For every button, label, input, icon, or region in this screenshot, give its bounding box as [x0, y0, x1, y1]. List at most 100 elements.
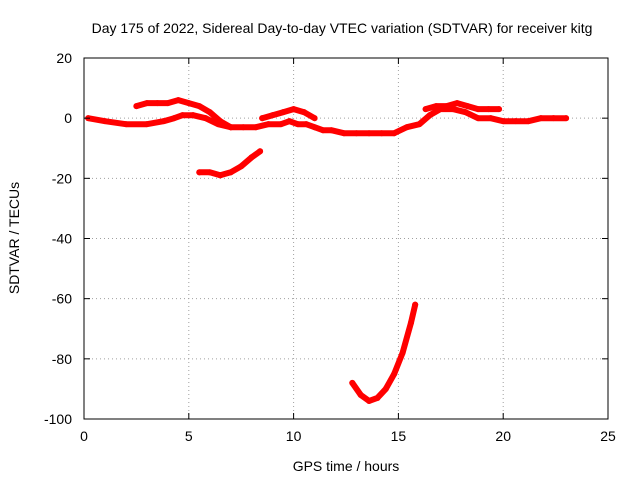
- data-point: [227, 124, 234, 131]
- data-point: [475, 106, 482, 113]
- data-point: [454, 100, 461, 107]
- data-point: [101, 118, 108, 125]
- data-point: [143, 100, 150, 107]
- data-point: [366, 397, 373, 404]
- data-point: [349, 379, 356, 386]
- data-point: [133, 103, 140, 110]
- data-point: [563, 115, 570, 122]
- data-point: [366, 130, 373, 137]
- data-point: [525, 118, 532, 125]
- data-point: [252, 124, 259, 131]
- x-tick-label: 20: [495, 428, 511, 444]
- data-point: [171, 115, 178, 122]
- data-point: [391, 370, 398, 377]
- data-point: [319, 127, 326, 134]
- y-tick-label: 20: [56, 50, 72, 66]
- data-point: [328, 127, 335, 134]
- data-point: [382, 385, 389, 392]
- data-point: [475, 115, 482, 122]
- data-point: [378, 130, 385, 137]
- data-point: [374, 394, 381, 401]
- data-point: [485, 106, 492, 113]
- data-point: [500, 118, 507, 125]
- y-axis-ticks: 20 0 -20 -40 -60 -80 -100: [44, 50, 608, 427]
- data-point: [487, 115, 494, 122]
- data-point: [280, 109, 287, 116]
- data-point: [154, 100, 161, 107]
- data-point: [160, 118, 167, 125]
- data-point: [185, 100, 192, 107]
- data-point: [196, 169, 203, 176]
- series-arc-6: [349, 301, 419, 404]
- data-point: [143, 121, 150, 128]
- x-tick-label: 0: [80, 428, 88, 444]
- data-point: [443, 103, 450, 110]
- y-tick-label: 0: [64, 110, 72, 126]
- data-point: [290, 106, 297, 113]
- data-point: [311, 115, 318, 122]
- data-point: [240, 124, 247, 131]
- y-tick-label: -20: [52, 170, 72, 186]
- data-point: [462, 109, 469, 116]
- x-tick-label: 25: [600, 428, 616, 444]
- data-point: [179, 112, 186, 119]
- data-point: [422, 106, 429, 113]
- data-point: [496, 106, 503, 113]
- data-point: [303, 121, 310, 128]
- data-point: [278, 121, 285, 128]
- data-point: [189, 112, 196, 119]
- data-point: [391, 130, 398, 137]
- x-tick-label: 10: [286, 428, 302, 444]
- series-arc-2: [133, 97, 234, 131]
- data-point: [175, 97, 182, 104]
- data-point: [537, 115, 544, 122]
- data-point: [257, 148, 264, 155]
- data-point: [269, 112, 276, 119]
- y-tick-label: -100: [44, 411, 72, 427]
- data-point: [399, 349, 406, 356]
- data-point: [202, 115, 209, 122]
- data-point: [407, 319, 414, 326]
- x-tick-label: 15: [391, 428, 407, 444]
- data-point: [227, 169, 234, 176]
- y-tick-label: -40: [52, 231, 72, 247]
- y-tick-label: -60: [52, 291, 72, 307]
- data-point: [403, 124, 410, 131]
- y-tick-label: -80: [52, 351, 72, 367]
- data-series: [85, 97, 570, 404]
- data-point: [206, 169, 213, 176]
- data-point: [286, 118, 293, 125]
- data-point: [122, 121, 129, 128]
- data-point: [353, 130, 360, 137]
- grid-lines: [84, 58, 608, 419]
- data-point: [412, 301, 419, 308]
- data-point: [464, 103, 471, 110]
- chart-title: Day 175 of 2022, Sidereal Day-to-day VTE…: [92, 20, 593, 36]
- data-point: [426, 112, 433, 119]
- data-point: [259, 115, 266, 122]
- data-point: [301, 109, 308, 116]
- data-point: [248, 154, 255, 161]
- data-point: [294, 121, 301, 128]
- data-point: [357, 391, 364, 398]
- data-point: [164, 100, 171, 107]
- plot-frame: [83, 57, 609, 420]
- x-tick-label: 5: [185, 428, 193, 444]
- data-point: [238, 163, 245, 170]
- series-arc-1: [85, 106, 570, 137]
- data-point: [550, 115, 557, 122]
- data-point: [265, 121, 272, 128]
- data-point: [416, 121, 423, 128]
- x-axis-label: GPS time / hours: [293, 458, 400, 474]
- data-point: [206, 109, 213, 116]
- data-point: [340, 130, 347, 137]
- data-point: [433, 103, 440, 110]
- y-axis-label: SDTVAR / TECUs: [6, 182, 22, 294]
- x-axis-ticks: 0 5 10 15 20 25: [80, 58, 616, 444]
- data-point: [196, 103, 203, 110]
- data-point: [217, 118, 224, 125]
- data-point: [512, 118, 519, 125]
- data-point: [217, 172, 224, 179]
- data-point: [311, 124, 318, 131]
